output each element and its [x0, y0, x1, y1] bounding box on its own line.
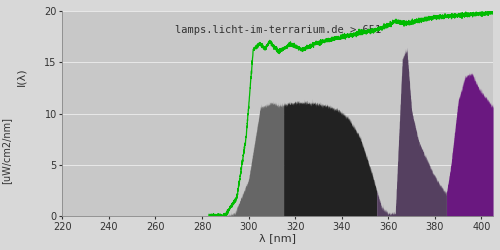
X-axis label: λ [nm]: λ [nm]	[259, 233, 296, 243]
Text: lamps.licht-im-terrarium.de > 651: lamps.licht-im-terrarium.de > 651	[174, 25, 381, 35]
Text: I(λ): I(λ)	[16, 67, 26, 86]
Text: [uW/cm2/nm]: [uW/cm2/nm]	[2, 117, 12, 184]
